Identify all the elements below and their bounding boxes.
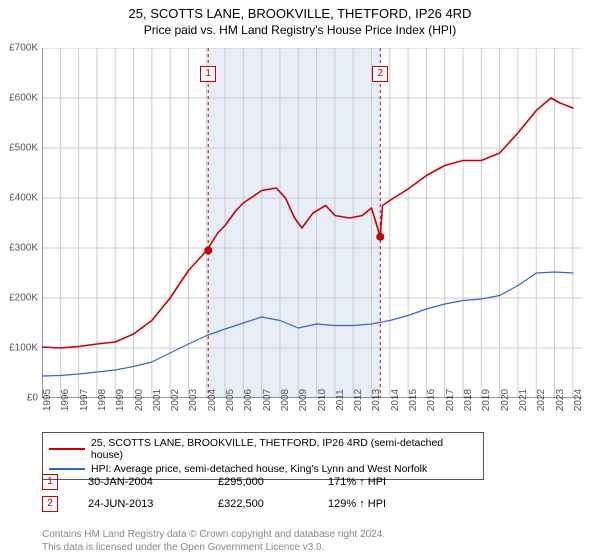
x-tick-label: 2012 bbox=[353, 389, 364, 411]
x-tick-label: 2021 bbox=[518, 389, 529, 411]
x-tick-label: 2005 bbox=[225, 389, 236, 411]
x-tick-label: 2001 bbox=[152, 389, 163, 411]
x-tick-label: 2014 bbox=[390, 389, 401, 411]
legend-box: 25, SCOTTS LANE, BROOKVILLE, THETFORD, I… bbox=[42, 432, 484, 480]
sale-date-2: 24-JUN-2013 bbox=[88, 498, 188, 510]
sale-row-1: 1 30-JAN-2004 £295,000 171% ↑ HPI bbox=[42, 474, 582, 490]
x-tick-label: 1997 bbox=[79, 389, 90, 411]
x-tick-label: 1995 bbox=[42, 389, 53, 411]
chart-area: £0£100K£200K£300K£400K£500K£600K£700K199… bbox=[42, 48, 582, 398]
x-tick-label: 2003 bbox=[188, 389, 199, 411]
sale-price-1: £295,000 bbox=[218, 476, 298, 488]
x-tick-label: 2013 bbox=[371, 389, 382, 411]
chart-container: 25, SCOTTS LANE, BROOKVILLE, THETFORD, I… bbox=[0, 0, 600, 560]
x-tick-label: 2011 bbox=[335, 389, 346, 411]
title-block: 25, SCOTTS LANE, BROOKVILLE, THETFORD, I… bbox=[0, 0, 600, 37]
sale-date-1: 30-JAN-2004 bbox=[88, 476, 188, 488]
chart-subtitle: Price paid vs. HM Land Registry's House … bbox=[0, 23, 600, 37]
x-tick-label: 2009 bbox=[298, 389, 309, 411]
y-tick-label: £700K bbox=[9, 43, 38, 54]
x-tick-label: 2019 bbox=[481, 389, 492, 411]
x-tick-label: 2016 bbox=[426, 389, 437, 411]
x-tick-label: 2006 bbox=[243, 389, 254, 411]
x-tick-label: 2020 bbox=[500, 389, 511, 411]
x-tick-label: 2007 bbox=[262, 389, 273, 411]
x-tick-label: 2015 bbox=[408, 389, 419, 411]
sale-pct-2: 129% ↑ HPI bbox=[328, 498, 448, 510]
event-marker-1: 1 bbox=[200, 66, 216, 82]
x-tick-label: 1999 bbox=[115, 389, 126, 411]
x-tick-label: 2017 bbox=[445, 389, 456, 411]
x-tick-label: 1998 bbox=[97, 389, 108, 411]
x-tick-label: 2004 bbox=[207, 389, 218, 411]
sale-price-2: £322,500 bbox=[218, 498, 298, 510]
legend-swatch-property bbox=[49, 448, 85, 450]
sale-row-2: 2 24-JUN-2013 £322,500 129% ↑ HPI bbox=[42, 496, 582, 512]
sale-marker-1: 1 bbox=[42, 474, 58, 490]
x-tick-label: 1996 bbox=[60, 389, 71, 411]
sale-pct-1: 171% ↑ HPI bbox=[328, 476, 448, 488]
x-tick-label: 2022 bbox=[536, 389, 547, 411]
event-marker-2: 2 bbox=[372, 66, 388, 82]
x-tick-label: 2010 bbox=[317, 389, 328, 411]
legend-label-property: 25, SCOTTS LANE, BROOKVILLE, THETFORD, I… bbox=[91, 437, 477, 461]
x-tick-label: 2023 bbox=[555, 389, 566, 411]
y-tick-label: £200K bbox=[9, 293, 38, 304]
y-tick-label: £400K bbox=[9, 193, 38, 204]
legend-item-property: 25, SCOTTS LANE, BROOKVILLE, THETFORD, I… bbox=[49, 436, 477, 462]
y-tick-label: £100K bbox=[9, 343, 38, 354]
chart-title: 25, SCOTTS LANE, BROOKVILLE, THETFORD, I… bbox=[0, 6, 600, 21]
legend-swatch-hpi bbox=[49, 468, 85, 470]
x-tick-label: 2024 bbox=[573, 389, 584, 411]
x-tick-label: 2018 bbox=[463, 389, 474, 411]
sale-marker-2: 2 bbox=[42, 496, 58, 512]
sales-block: 1 30-JAN-2004 £295,000 171% ↑ HPI 2 24-J… bbox=[42, 474, 582, 518]
x-tick-label: 2002 bbox=[170, 389, 181, 411]
footer-line-2: This data is licensed under the Open Gov… bbox=[42, 542, 385, 555]
y-tick-label: £0 bbox=[27, 393, 38, 404]
y-tick-label: £500K bbox=[9, 143, 38, 154]
chart-svg bbox=[42, 48, 582, 398]
x-tick-label: 2000 bbox=[134, 389, 145, 411]
footer-note: Contains HM Land Registry data © Crown c… bbox=[42, 529, 385, 554]
footer-line-1: Contains HM Land Registry data © Crown c… bbox=[42, 529, 385, 542]
y-tick-label: £600K bbox=[9, 93, 38, 104]
y-tick-label: £300K bbox=[9, 243, 38, 254]
x-tick-label: 2008 bbox=[280, 389, 291, 411]
